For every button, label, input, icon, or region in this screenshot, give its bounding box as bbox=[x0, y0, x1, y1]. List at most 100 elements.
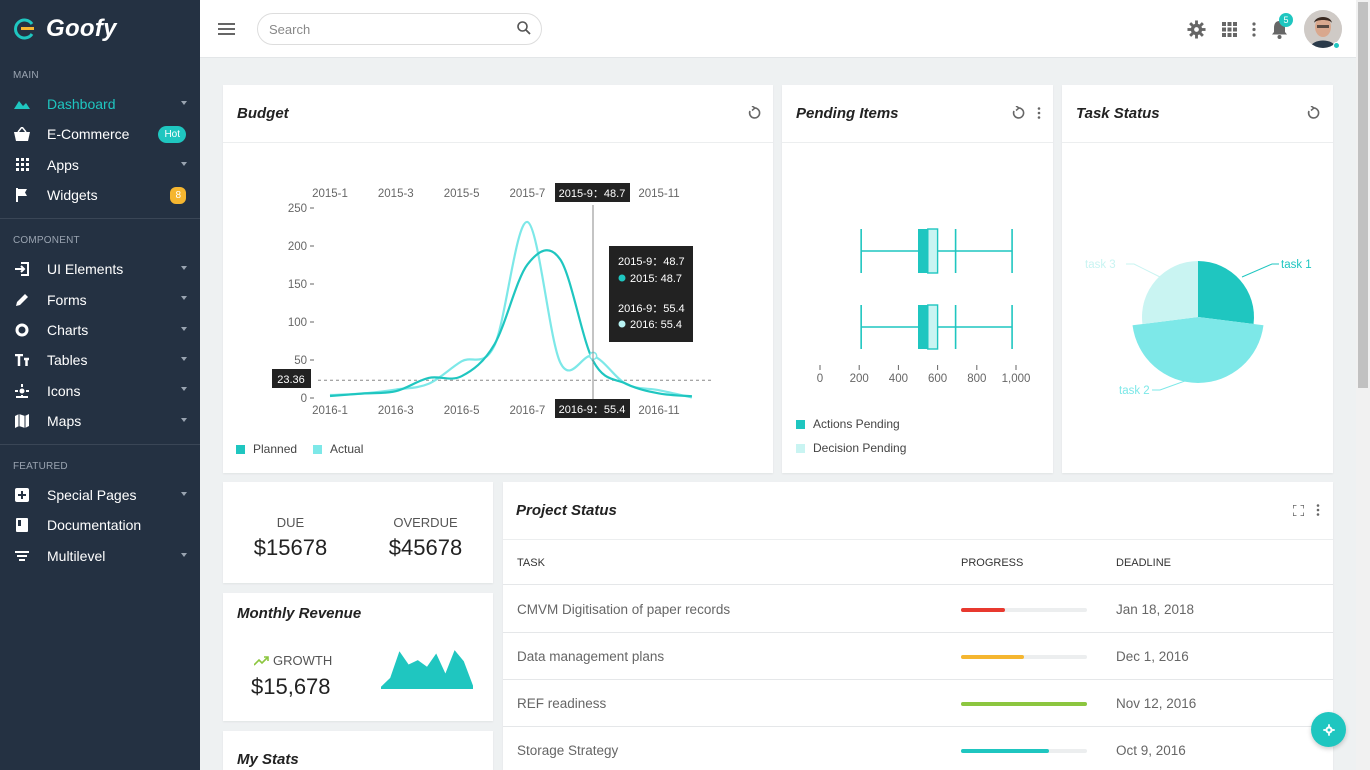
x-bottom-tick-label: 2016-3 bbox=[378, 405, 414, 417]
due-value: $15678 bbox=[253, 535, 328, 560]
nav-divider bbox=[0, 443, 200, 445]
settings-fab[interactable] bbox=[1311, 712, 1346, 747]
chevron-down-icon bbox=[181, 326, 187, 331]
icons-icon bbox=[12, 381, 32, 401]
column-header-deadline[interactable]: DEADLINE bbox=[1116, 557, 1172, 569]
budget-chart[interactable]: 0 50 100 150 200 250 2015-1 2015-3 2015-5 2015-7 2… bbox=[223, 143, 773, 473]
more-vert-icon[interactable] bbox=[1309, 501, 1327, 519]
flag-icon bbox=[12, 185, 32, 205]
sidebar-item-icons[interactable]: Icons bbox=[0, 375, 200, 405]
table-row[interactable]: REF readiness Nov 12, 2016 bbox=[503, 680, 1333, 727]
basket-icon bbox=[12, 124, 32, 144]
overdue-value: $45678 bbox=[388, 535, 463, 560]
refresh-icon[interactable] bbox=[745, 104, 763, 122]
scrollbar-thumb[interactable] bbox=[1358, 2, 1368, 388]
budget-card: Budget 0 50 100 150 200 250 2015-1 2015-3 2015-5… bbox=[223, 85, 773, 473]
top-header: 5 bbox=[200, 0, 1356, 58]
x-tick-label: 1,000 bbox=[1002, 373, 1031, 385]
avatar[interactable] bbox=[1304, 10, 1342, 48]
column-header-progress[interactable]: PROGRESS bbox=[961, 557, 1024, 569]
sidebar-item-tables[interactable]: Tables bbox=[0, 345, 200, 375]
card-title: Task Status bbox=[1076, 105, 1160, 122]
x-top-tick-label: 2015-1 bbox=[312, 188, 348, 200]
table-row[interactable]: Data management plans Dec 1, 2016 bbox=[503, 633, 1333, 680]
x-bottom-tick-label: 2016-5 bbox=[444, 405, 480, 417]
legend-planned[interactable]: Planned bbox=[236, 442, 297, 456]
fullscreen-icon[interactable] bbox=[1289, 501, 1307, 519]
sidebar-item-e-commerce[interactable]: E-Commerce Hot bbox=[0, 119, 200, 149]
sidebar-item-documentation[interactable]: Documentation bbox=[0, 510, 200, 540]
pie-slice bbox=[1132, 317, 1264, 383]
search-input[interactable] bbox=[257, 13, 542, 45]
apps-grid-icon[interactable] bbox=[1219, 19, 1239, 39]
settings-gear-icon[interactable] bbox=[1186, 19, 1206, 39]
box-lower-quartile bbox=[918, 229, 928, 273]
sidebar-item-apps[interactable]: Apps bbox=[0, 150, 200, 180]
card-title: Pending Items bbox=[796, 105, 899, 122]
pending-boxplot-chart[interactable]: 0 200 400 600 800 1,000 bbox=[782, 143, 1053, 473]
goofy-logo-icon bbox=[14, 18, 34, 40]
y-tick-label: 250 bbox=[288, 203, 307, 215]
pencil-icon bbox=[12, 290, 32, 310]
sidebar-item-special-pages[interactable]: Special Pages bbox=[0, 480, 200, 510]
login-icon bbox=[12, 259, 32, 279]
sidebar-item-maps[interactable]: Maps bbox=[0, 406, 200, 436]
sidebar-item-label: Documentation bbox=[47, 517, 142, 534]
series-dot bbox=[618, 320, 626, 328]
pie-slice bbox=[1142, 261, 1198, 325]
column-header-task[interactable]: TASK bbox=[517, 557, 545, 569]
legend-swatch bbox=[313, 444, 323, 454]
sidebar-item-label: Tables bbox=[47, 352, 88, 369]
menu-toggle-icon[interactable] bbox=[218, 23, 235, 35]
sidebar-item-label: E-Commerce bbox=[47, 126, 130, 143]
brand[interactable]: Goofy bbox=[0, 0, 200, 58]
budget-legend: Planned Actual bbox=[236, 442, 363, 456]
sidebar-item-widgets[interactable]: Widgets 8 bbox=[0, 180, 200, 210]
y-marker-label: 23.36 bbox=[272, 369, 311, 388]
y-tick-label: 200 bbox=[288, 241, 307, 253]
progress-fill bbox=[961, 655, 1024, 659]
card-title: Monthly Revenue bbox=[237, 605, 362, 622]
apps-grid-icon bbox=[12, 155, 32, 175]
refresh-icon[interactable] bbox=[1009, 104, 1027, 122]
pending-items-card: Pending Items 0 200 400 600 800 1,000 Actions… bbox=[782, 85, 1053, 473]
sidebar-item-label: UI Elements bbox=[47, 261, 124, 278]
table-row[interactable]: CMVM Digitisation of paper records Jan 1… bbox=[503, 586, 1333, 633]
more-vert-icon[interactable] bbox=[1030, 104, 1048, 122]
refresh-icon[interactable] bbox=[1304, 104, 1322, 122]
more-vert-icon[interactable] bbox=[1244, 19, 1264, 39]
filter-icon bbox=[12, 546, 32, 566]
legend-actions-pending[interactable]: Actions Pending bbox=[796, 417, 906, 431]
slice-label: task 3 bbox=[1085, 259, 1116, 271]
sidebar-item-dashboard[interactable]: Dashboard bbox=[0, 89, 200, 119]
x-tick-label: 600 bbox=[928, 373, 947, 385]
slice-label: task 2 bbox=[1119, 385, 1150, 397]
sidebar-item-ui-elements[interactable]: UI Elements bbox=[0, 254, 200, 284]
notification-bell-icon[interactable]: 5 bbox=[1269, 13, 1293, 39]
card-title: My Stats bbox=[237, 751, 299, 768]
table-row[interactable]: Storage Strategy Oct 9, 2016 bbox=[503, 727, 1333, 770]
chevron-down-icon bbox=[181, 417, 187, 422]
chevron-down-icon bbox=[181, 296, 187, 301]
sidebar-item-charts[interactable]: Charts bbox=[0, 315, 200, 345]
sidebar-item-label: Dashboard bbox=[47, 96, 116, 113]
deadline: Oct 9, 2016 bbox=[1116, 743, 1186, 758]
sidebar-item-forms[interactable]: Forms bbox=[0, 284, 200, 314]
widgets-count-badge: 8 bbox=[170, 186, 186, 204]
gear-icon bbox=[1322, 723, 1335, 736]
progress-fill bbox=[961, 608, 1006, 612]
sidebar-item-label: Maps bbox=[47, 412, 82, 429]
task-status-card: Task Status task 1 task 2 task 3 bbox=[1062, 85, 1333, 473]
donut-icon bbox=[12, 320, 32, 340]
sidebar-item-multilevel[interactable]: Multilevel bbox=[0, 541, 200, 571]
legend-decision-pending[interactable]: Decision Pending bbox=[796, 441, 906, 455]
my-stats-card: My Stats bbox=[223, 731, 493, 770]
x-tick-label: 400 bbox=[889, 373, 908, 385]
due-label: DUE bbox=[276, 515, 305, 530]
search-icon[interactable] bbox=[517, 21, 531, 35]
card-header: Pending Items bbox=[782, 85, 1053, 143]
box-upper-quartile bbox=[927, 304, 939, 350]
task-status-pie-chart[interactable]: task 1 task 2 task 3 bbox=[1062, 143, 1333, 473]
legend-actual[interactable]: Actual bbox=[313, 442, 363, 456]
box-lower-quartile bbox=[918, 305, 928, 349]
